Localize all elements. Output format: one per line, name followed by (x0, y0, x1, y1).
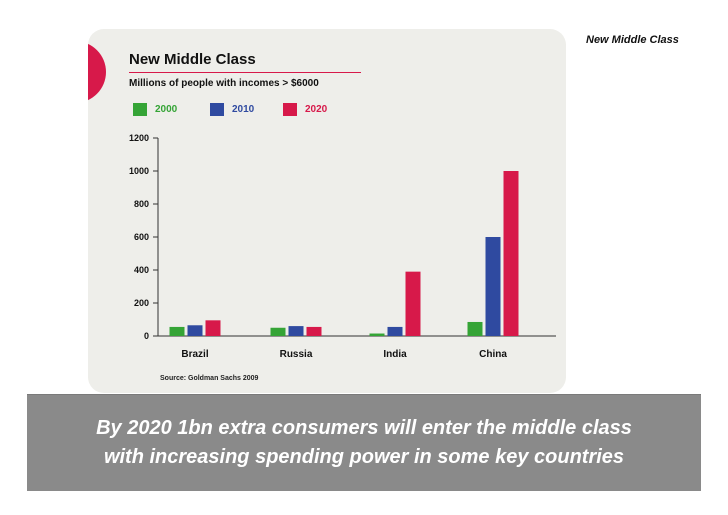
chart-subtitle: Millions of people with incomes > $6000 (129, 78, 319, 89)
bar-china-2010 (485, 237, 501, 336)
legend-swatch-2000 (133, 103, 147, 116)
y-tick-label: 1200 (129, 133, 149, 143)
bar-india-2020 (405, 271, 421, 336)
legend-label-2010: 2010 (232, 104, 255, 115)
y-tick-label: 800 (134, 199, 149, 209)
bar-china-2000 (467, 321, 483, 336)
bar-brazil-2010 (187, 325, 203, 336)
bar-russia-2020 (306, 326, 322, 336)
banner-line-2: with increasing spending power in some k… (103, 446, 625, 468)
x-category-label: Brazil (181, 349, 208, 360)
bar-chart: 0 200 400 600 800 1000 1200 Brazil Russia India Ch… (129, 133, 556, 360)
legend-swatch-2010 (210, 103, 224, 116)
y-tick-label: 200 (134, 298, 149, 308)
bar-india-2000 (369, 333, 385, 336)
bar-china-2020 (503, 171, 519, 336)
caption-banner: By 2020 1bn extra consumers will enter t… (27, 394, 701, 491)
x-category-label: China (479, 349, 507, 360)
legend-label-2020: 2020 (305, 104, 328, 115)
legend-item-2010: 2010 (210, 103, 254, 116)
x-category-label: Russia (280, 349, 313, 360)
y-tick-label: 400 (134, 265, 149, 275)
legend-label-2000: 2000 (155, 104, 178, 115)
chart-card: New Middle Class Millions of people with… (88, 29, 566, 393)
y-tick-label: 600 (134, 232, 149, 242)
bar-brazil-2020 (205, 320, 221, 336)
slide-tag: New Middle Class (586, 34, 679, 46)
legend-item-2020: 2020 (283, 103, 327, 116)
y-tick-label: 1000 (129, 166, 149, 176)
x-category-label: India (383, 349, 407, 360)
legend-swatch-2020 (283, 103, 297, 116)
bar-russia-2010 (288, 326, 304, 336)
y-tick-label: 0 (144, 331, 149, 341)
banner-line-1: By 2020 1bn extra consumers will enter t… (96, 417, 632, 439)
bar-india-2010 (387, 326, 403, 336)
title-rule (129, 72, 361, 73)
bar-brazil-2000 (169, 326, 185, 336)
decorative-circle (88, 41, 106, 103)
legend-item-2000: 2000 (133, 103, 177, 116)
chart-title: New Middle Class (129, 51, 256, 68)
chart-source: Source: Goldman Sachs 2009 (160, 375, 259, 382)
bar-russia-2000 (270, 327, 286, 336)
